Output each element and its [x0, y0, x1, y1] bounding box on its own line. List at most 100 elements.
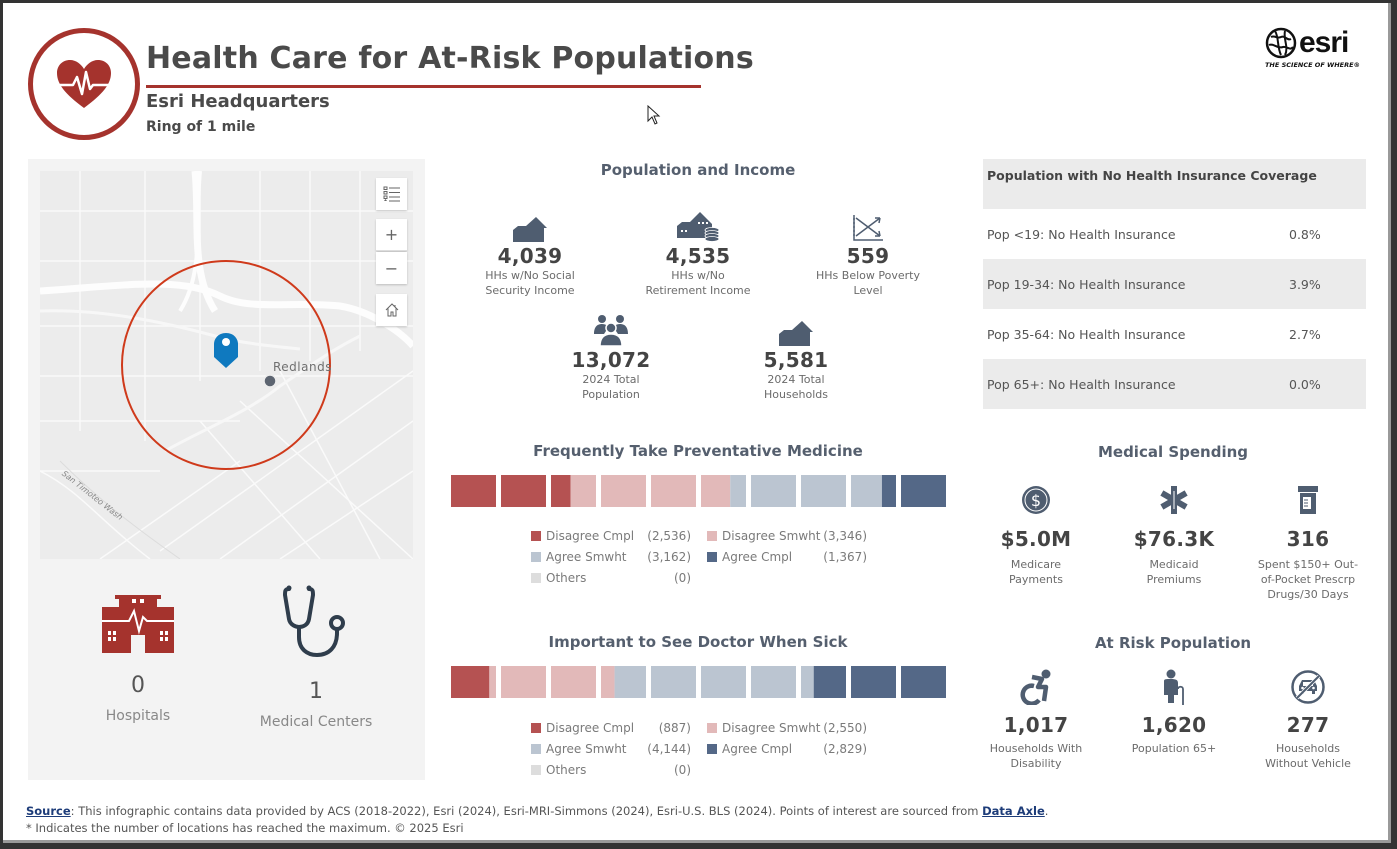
- legend-label: Agree Smwht: [546, 550, 627, 564]
- bar-segment-agree-smwht: [701, 666, 746, 698]
- wheelchair-icon: [1020, 669, 1051, 705]
- bar-segment-disagree-smwht: [601, 475, 646, 507]
- table-body: Pop <19: No Health Insurance 0.8% Pop 19…: [983, 209, 1366, 409]
- legend-item-disagree-smwht: Disagree Smwht: [707, 529, 820, 543]
- legend-label: Disagree Smwht: [722, 529, 821, 543]
- stat-medicare-payments: $ $5.0M Medicare Payments: [961, 481, 1111, 587]
- legend-item-agree-cmpl: Agree Cmpl: [707, 550, 792, 564]
- stat-label: HHs w/No Social: [485, 269, 575, 282]
- legend-value: (4,144): [647, 742, 691, 756]
- location-name: Esri Headquarters: [146, 91, 330, 112]
- home-icon: [385, 303, 398, 317]
- pictograph-see-doctor: [451, 666, 946, 698]
- bar-segment-agree-cmpl: [851, 666, 896, 698]
- title-divider: [146, 85, 701, 88]
- stat-no-social-security: 4,039 HHs w/No Social Security Income: [455, 208, 605, 298]
- stat-medicaid-premiums: $76.3K Medicaid Premiums: [1099, 481, 1249, 587]
- bar-segment-disagree-smwht: [501, 666, 546, 698]
- bar-segment-disagree-smwht: [651, 475, 696, 507]
- legend-value: (0): [674, 763, 691, 777]
- source-text: : This infographic contains data provide…: [70, 804, 983, 818]
- ring-buffer: [121, 260, 331, 470]
- legend-value: (2,829): [823, 742, 867, 756]
- poi-hospitals: 0 Hospitals: [58, 589, 218, 724]
- chart-title-preventative: Frequently Take Preventative Medicine: [533, 442, 863, 460]
- stat-value: 4,535: [665, 244, 731, 268]
- legend-item-others: Others: [531, 763, 586, 777]
- stat-label: Drugs/30 Days: [1267, 588, 1349, 601]
- source-link[interactable]: Source: [26, 804, 71, 818]
- ring-description: Ring of 1 mile: [146, 119, 256, 135]
- stat-value: 559: [846, 244, 890, 268]
- population-income-title: Population and Income: [600, 161, 796, 179]
- medical-centers-label: Medical Centers: [259, 714, 373, 730]
- legend-item-agree-cmpl: Agree Cmpl: [707, 742, 792, 756]
- legend-item-agree-smwht: Agree Smwht: [531, 742, 627, 756]
- svg-text:$: $: [1031, 491, 1041, 510]
- row-value: 3.9%: [1289, 276, 1321, 292]
- stat-households-disability: 1,017 Households With Disability: [961, 669, 1111, 771]
- legend-swatch: [707, 552, 717, 562]
- legend-label: Others: [546, 571, 587, 585]
- house-icon: [513, 217, 547, 242]
- bar-segment-disagree-cmpl: [501, 475, 546, 507]
- row-label: Pop 35-64: No Health Insurance: [987, 326, 1186, 342]
- bar-segment-agree-smwht: [614, 666, 646, 698]
- bar-segment-agree-smwht: [730, 475, 746, 507]
- zoom-in-button[interactable]: +: [376, 219, 407, 251]
- esri-wordmark: esri: [1299, 26, 1349, 59]
- bar-segment-agree-smwht: [801, 666, 814, 698]
- stat-label: Households: [1276, 742, 1340, 755]
- stat-value: 4,039: [497, 244, 563, 268]
- legend-value: (3,162): [647, 550, 691, 564]
- table-header: Population with No Health Insurance Cove…: [983, 159, 1366, 209]
- legend-swatch: [531, 531, 541, 541]
- medical-spending-title: Medical Spending: [1097, 443, 1249, 461]
- stat-label: Premiums: [1146, 573, 1202, 586]
- location-pin-icon: [214, 333, 238, 368]
- layer-list-icon: [383, 186, 400, 202]
- stat-population-65: 1,620 Population 65+: [1099, 669, 1249, 756]
- mouse-cursor-icon: [647, 105, 661, 125]
- star-of-life-icon: [1160, 486, 1188, 514]
- stat-label: Population: [582, 388, 640, 401]
- legend-label: Agree Cmpl: [722, 742, 793, 756]
- zoom-out-button[interactable]: −: [376, 252, 407, 284]
- table-row: Pop 65+: No Health Insurance 0.0%: [983, 359, 1366, 409]
- stat-label: Without Vehicle: [1265, 757, 1351, 770]
- stat-value: 13,072: [571, 348, 651, 372]
- stat-label: Households: [764, 388, 828, 401]
- stat-value: 277: [1286, 713, 1330, 737]
- elderly-person-icon: [1164, 669, 1184, 705]
- stat-below-poverty: 559 HHs Below Poverty Level: [793, 208, 943, 298]
- row-value: 0.8%: [1289, 226, 1321, 242]
- stat-value: 5,581: [763, 348, 829, 372]
- infographic-page: Health Care for At-Risk Populations Esri…: [3, 3, 1391, 843]
- bar-segment-disagree-smwht: [701, 475, 731, 507]
- stat-label: of-Pocket Prescrp: [1260, 573, 1356, 586]
- layer-list-button[interactable]: [376, 178, 407, 210]
- poi-medical-centers: 1 Medical Centers: [236, 583, 396, 730]
- bar-segment-agree-cmpl: [813, 666, 846, 698]
- chart-title-see-doctor: Important to See Doctor When Sick: [548, 633, 848, 651]
- table-row: Pop 19-34: No Health Insurance 3.9%: [983, 259, 1366, 309]
- stat-label: HHs Below Poverty: [816, 269, 920, 282]
- legend-value: (0): [674, 571, 691, 585]
- bar-segment-agree-cmpl: [881, 475, 896, 507]
- row-label: Pop 19-34: No Health Insurance: [987, 276, 1186, 292]
- row-value: 0.0%: [1289, 376, 1321, 392]
- no-car-icon: [1291, 670, 1325, 704]
- home-button[interactable]: [376, 294, 407, 326]
- legend-swatch: [531, 573, 541, 583]
- medical-centers-count: 1: [309, 679, 323, 704]
- bar-segment-agree-cmpl: [901, 475, 946, 507]
- legend-value: (2,550): [823, 721, 867, 735]
- pill-bottle-icon: [1298, 486, 1318, 514]
- pictograph-preventative: [451, 475, 946, 507]
- stat-value: $5.0M: [1000, 527, 1072, 551]
- bar-segment-disagree-smwht: [601, 666, 615, 698]
- page-title: Health Care for At-Risk Populations: [146, 41, 754, 76]
- map-view[interactable]: Redlands San Timoteo Wash + −: [40, 171, 413, 559]
- bar-segment-disagree-cmpl: [551, 475, 571, 507]
- data-axle-link[interactable]: Data Axle: [982, 804, 1045, 818]
